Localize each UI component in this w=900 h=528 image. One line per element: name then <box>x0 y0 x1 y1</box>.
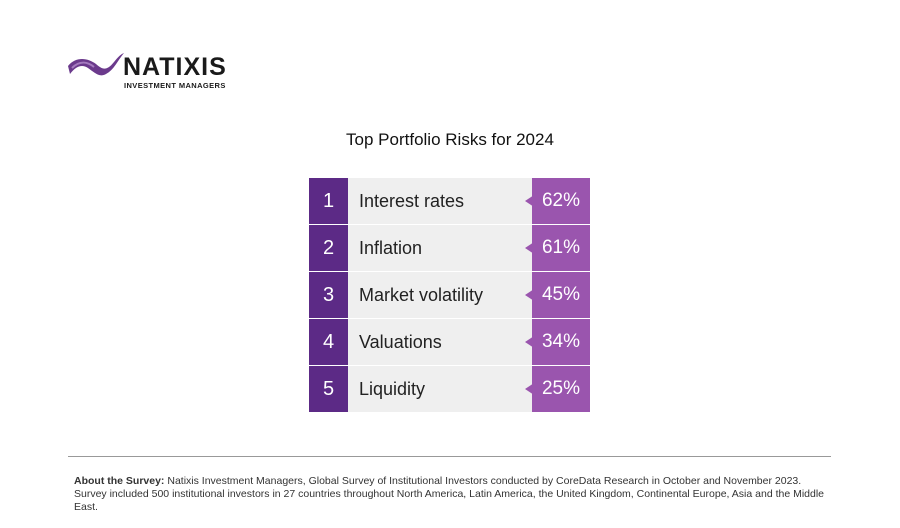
rank-cell: 1 <box>309 178 348 224</box>
risk-label: Liquidity <box>348 366 525 412</box>
risk-label: Market volatility <box>348 272 525 318</box>
divider <box>68 456 831 457</box>
footer: About the Survey: Natixis Investment Man… <box>74 475 834 514</box>
footer-label: About the Survey: <box>74 475 165 487</box>
brand-tagline: INVESTMENT MANAGERS <box>124 81 226 90</box>
value-background <box>525 272 590 318</box>
risk-label: Inflation <box>348 225 525 271</box>
table-row: 4 Valuations 34% <box>309 319 590 365</box>
table-row: 3 Market volatility 45% <box>309 272 590 318</box>
value-background <box>525 178 590 224</box>
value-text: 62% <box>541 190 580 211</box>
rank-cell: 5 <box>309 366 348 412</box>
risk-label: Valuations <box>348 319 525 365</box>
value-cell: 61% <box>525 225 590 271</box>
value-background <box>525 319 590 365</box>
value-text: 34% <box>541 331 580 352</box>
value-text: 45% <box>541 284 580 305</box>
value-text: 61% <box>541 237 580 258</box>
risk-table: 1 Interest rates 62% 2 Inflation 61% 3 Market v… <box>309 178 590 413</box>
rank-cell: 4 <box>309 319 348 365</box>
rank-cell: 3 <box>309 272 348 318</box>
value-cell: 34% <box>525 319 590 365</box>
value-background <box>525 225 590 271</box>
footer-text: Natixis Investment Managers, Global Surv… <box>74 475 825 513</box>
title: Top Portfolio Risks for 2024 <box>346 130 554 149</box>
value-cell: 62% <box>525 178 590 224</box>
brand-name: NATIXIS <box>123 53 227 81</box>
rank-cell: 2 <box>309 225 348 271</box>
risk-label: Interest rates <box>348 178 525 224</box>
value-cell: 25% <box>525 366 590 412</box>
value-cell: 45% <box>525 272 590 318</box>
logo-mark <box>68 53 124 76</box>
table-row: 1 Interest rates 62% <box>309 178 590 224</box>
value-text: 25% <box>541 378 580 399</box>
table-row: 2 Inflation 61% <box>309 225 590 271</box>
table-row: 5 Liquidity 25% <box>309 366 590 412</box>
value-background <box>525 366 590 412</box>
